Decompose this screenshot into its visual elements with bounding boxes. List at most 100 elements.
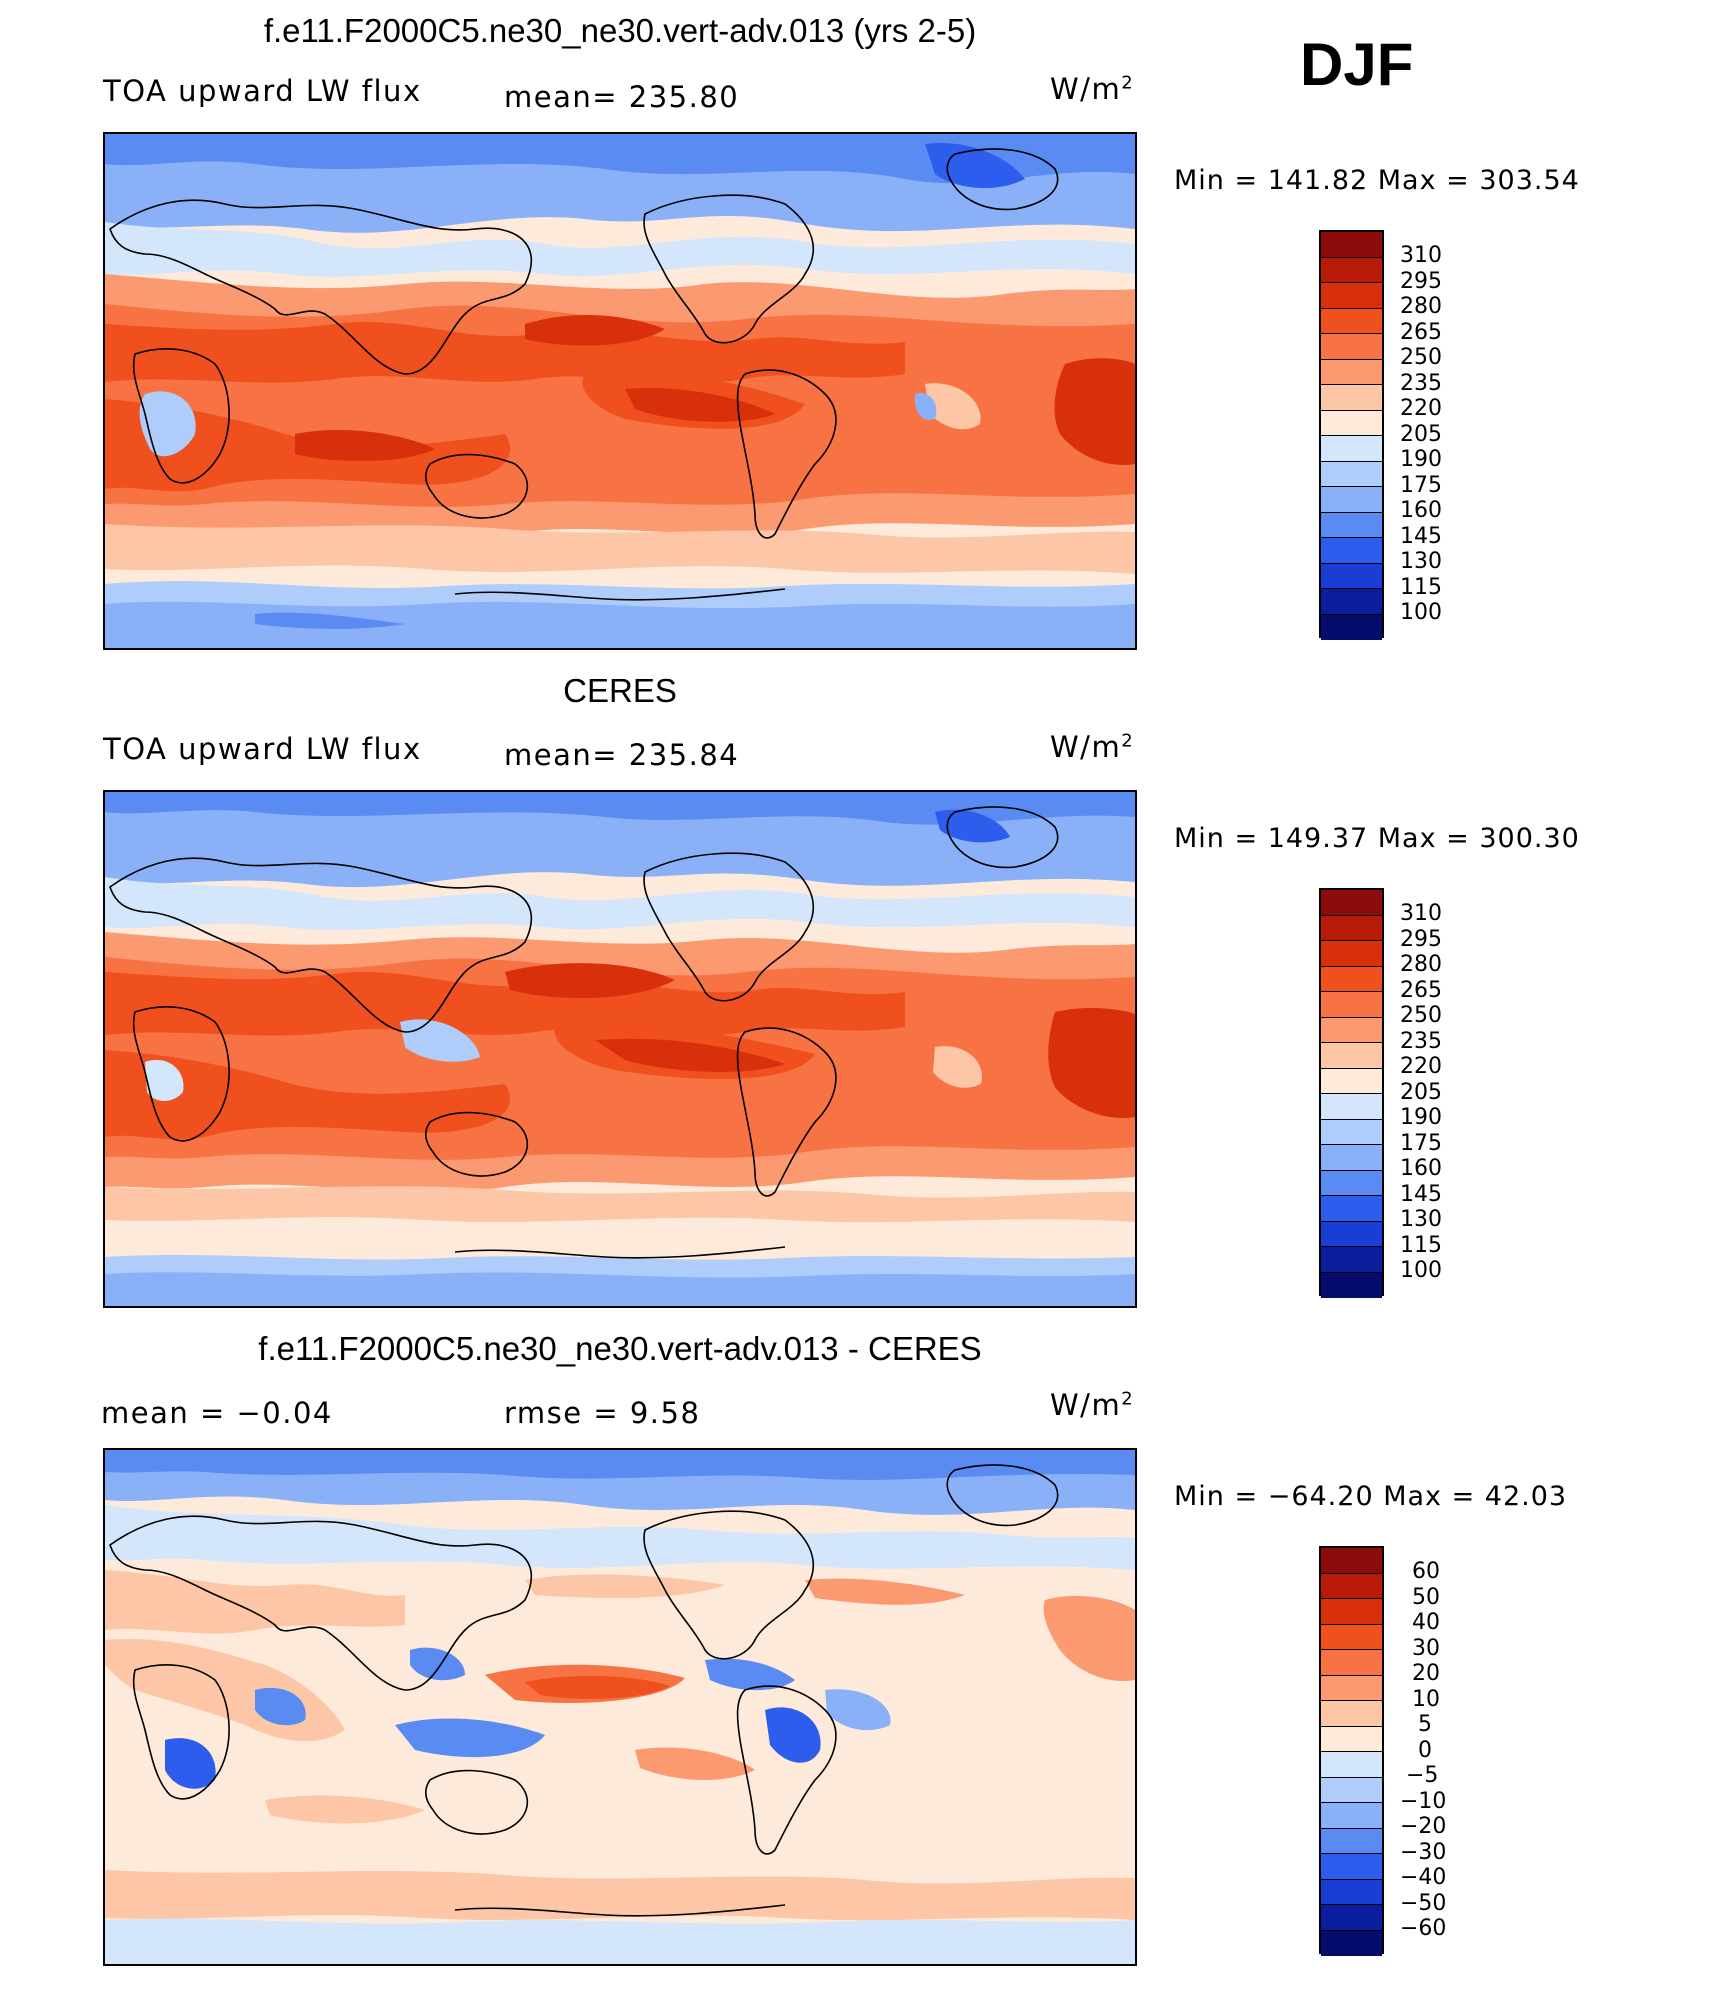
- panel-2-colorbar-swatch: [1321, 1145, 1382, 1171]
- colorbar-tick-label: 160: [1400, 498, 1442, 523]
- panel-2-colorbar-labels: 310 295 280 265 250 235 220 205 190 175 …: [1400, 901, 1460, 1301]
- colorbar-tick-label: −10: [1400, 1788, 1447, 1814]
- panel-1-colorbar-swatch: [1321, 257, 1382, 283]
- panel-3-colorbar-swatch: [1321, 1573, 1382, 1599]
- panel-1-unit: W/m2: [1050, 72, 1135, 106]
- panel-3-colorbar-swatch: [1321, 1803, 1382, 1829]
- panel-3-colorbar: [1319, 1546, 1384, 1956]
- panel-2-mean-label: mean= 235.84: [504, 738, 740, 772]
- colorbar-tick-label: 250: [1400, 1003, 1442, 1028]
- colorbar-tick-label: 145: [1400, 523, 1442, 549]
- panel-3-colorbar-swatch: [1321, 1599, 1382, 1625]
- colorbar-tick-label: 5: [1418, 1712, 1432, 1737]
- colorbar-tick-label: 60: [1412, 1559, 1440, 1584]
- colorbar-tick-label: 265: [1400, 319, 1442, 345]
- colorbar-tick-label: 130: [1400, 1207, 1442, 1232]
- colorbar-tick-label: 190: [1400, 1105, 1442, 1130]
- colorbar-tick-label: 280: [1400, 294, 1442, 319]
- panel-3-colorbar-swatch: [1321, 1726, 1382, 1752]
- panel-1-colorbar-swatch: [1321, 232, 1382, 258]
- colorbar-tick-label: −5: [1406, 1763, 1439, 1788]
- panel-3-colorbar-swatch: [1321, 1777, 1382, 1803]
- panel-2-colorbar-swatch: [1321, 915, 1382, 941]
- panel-1-colorbar-swatch: [1321, 563, 1382, 589]
- panel-3-colorbar-swatch: [1321, 1930, 1382, 1956]
- colorbar-tick-label: 175: [1400, 472, 1442, 498]
- colorbar-tick-label: 160: [1400, 1156, 1442, 1181]
- panel-2-title: CERES: [563, 672, 677, 709]
- panel-3-mean-label: mean = −0.04: [101, 1396, 333, 1430]
- season-label: DJF: [1300, 31, 1414, 98]
- panel-2-colorbar-swatch: [1321, 890, 1382, 916]
- panel-3-unit: W/m2: [1050, 1388, 1135, 1422]
- colorbar-tick-label: −40: [1400, 1865, 1447, 1890]
- panel-2-unit: W/m2: [1050, 730, 1135, 764]
- panel-3-colorbar-swatch: [1321, 1675, 1382, 1701]
- colorbar-tick-label: 220: [1400, 396, 1442, 421]
- colorbar-tick-label: 30: [1412, 1635, 1440, 1661]
- panel-3-colorbar-swatch: [1321, 1624, 1382, 1650]
- panel-3-colorbar-swatch: [1321, 1854, 1382, 1880]
- panel-1-colorbar-swatch: [1321, 589, 1382, 615]
- colorbar-tick-label: 190: [1400, 447, 1442, 472]
- panel-1-colorbar-labels: 310 295 280 265 250 235 220 205 190 175 …: [1400, 243, 1460, 643]
- colorbar-tick-label: 145: [1400, 1181, 1442, 1207]
- panel-3-title: f.e11.F2000C5.ne30_ne30.vert-adv.013 - C…: [258, 1330, 982, 1367]
- colorbar-tick-label: 115: [1400, 574, 1442, 600]
- panel-1-colorbar: [1319, 230, 1384, 640]
- colorbar-tick-label: 130: [1400, 549, 1442, 574]
- panel-1-colorbar-swatch: [1321, 461, 1382, 487]
- panel-1-map: [103, 132, 1137, 650]
- colorbar-tick-label: 235: [1400, 1028, 1442, 1054]
- colorbar-tick-label: 295: [1400, 926, 1442, 952]
- panel-2-colorbar-swatch: [1321, 1170, 1382, 1196]
- panel-1-mean-label: mean= 235.80: [504, 80, 740, 114]
- panel-2-field: [105, 792, 1135, 1306]
- colorbar-tick-label: 295: [1400, 268, 1442, 294]
- panel-2-colorbar-swatch: [1321, 966, 1382, 992]
- panel-3-colorbar-swatch: [1321, 1548, 1382, 1574]
- panel-3-minmax: Min = −64.20 Max = 42.03: [1174, 1481, 1568, 1512]
- panel-1-colorbar-swatch: [1321, 385, 1382, 411]
- panel-2-colorbar-swatch: [1321, 1017, 1382, 1043]
- panel-2-colorbar-swatch: [1321, 1247, 1382, 1273]
- colorbar-tick-label: 50: [1412, 1584, 1440, 1610]
- panel-1-colorbar-swatch: [1321, 359, 1382, 385]
- panel-2-colorbar-swatch: [1321, 1068, 1382, 1094]
- panel-3-colorbar-swatch: [1321, 1828, 1382, 1854]
- panel-3-colorbar-labels: 60 50 40 30 20 10 5 0 −5 −10 −20 −30 −40…: [1400, 1559, 1470, 1959]
- colorbar-tick-label: −20: [1400, 1814, 1447, 1839]
- colorbar-tick-label: 235: [1400, 370, 1442, 396]
- colorbar-tick-label: 205: [1400, 421, 1442, 447]
- panel-2-colorbar-swatch: [1321, 941, 1382, 967]
- panel-1-colorbar-swatch: [1321, 334, 1382, 360]
- panel-3-colorbar-swatch: [1321, 1879, 1382, 1905]
- panel-2-map: [103, 790, 1137, 1308]
- panel-1-colorbar-swatch: [1321, 283, 1382, 309]
- colorbar-tick-label: 220: [1400, 1054, 1442, 1079]
- panel-1-colorbar-swatch: [1321, 410, 1382, 436]
- panel-3-rmse-label: rmse = 9.58: [504, 1396, 701, 1430]
- panel-2-minmax: Min = 149.37 Max = 300.30: [1174, 823, 1580, 854]
- panel-1-colorbar-swatch: [1321, 512, 1382, 538]
- colorbar-tick-label: −50: [1400, 1890, 1447, 1916]
- panel-1-colorbar-swatch: [1321, 538, 1382, 564]
- colorbar-tick-label: 250: [1400, 345, 1442, 370]
- panel-1-field: [105, 134, 1135, 648]
- colorbar-tick-label: 265: [1400, 977, 1442, 1003]
- colorbar-tick-label: 205: [1400, 1079, 1442, 1105]
- colorbar-tick-label: 310: [1400, 901, 1442, 926]
- panel-2-left-label: TOA upward LW flux: [103, 732, 422, 766]
- panel-2-colorbar-swatch: [1321, 1094, 1382, 1120]
- panel-2-colorbar-swatch: [1321, 1221, 1382, 1247]
- colorbar-tick-label: 40: [1412, 1610, 1440, 1635]
- colorbar-tick-label: 20: [1412, 1661, 1440, 1686]
- colorbar-tick-label: −60: [1400, 1916, 1447, 1941]
- panel-2-colorbar-swatch: [1321, 1043, 1382, 1069]
- panel-3-colorbar-swatch: [1321, 1752, 1382, 1778]
- panel-3-colorbar-swatch: [1321, 1701, 1382, 1727]
- colorbar-tick-label: 115: [1400, 1232, 1442, 1258]
- panel-1-colorbar-swatch: [1321, 614, 1382, 640]
- panel-1-colorbar-swatch: [1321, 487, 1382, 513]
- panel-3-field: [105, 1450, 1135, 1964]
